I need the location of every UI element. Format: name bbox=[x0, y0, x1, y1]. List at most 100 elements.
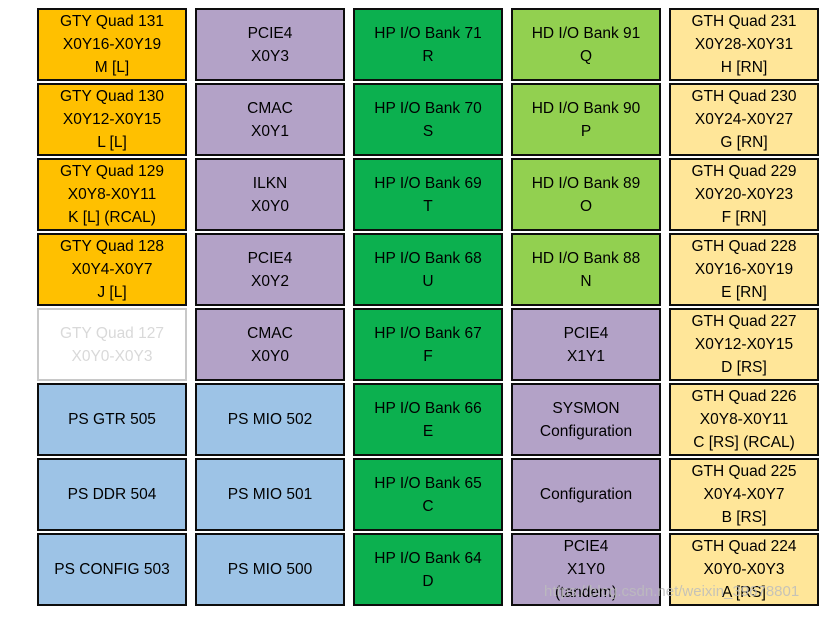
cell-line: M [L] bbox=[94, 59, 130, 76]
cell-line: GTH Quad 229 bbox=[691, 163, 797, 180]
cell-line: S bbox=[422, 122, 434, 140]
cell-line: X0Y0 bbox=[251, 197, 289, 215]
cell-line: GTY Quad 131 bbox=[60, 13, 164, 30]
cell-line: ILKN bbox=[252, 174, 288, 192]
csdn-watermark: https://blog.csdn.net/weixin_39678801 bbox=[544, 583, 800, 600]
cell-gty-quad-129: GTY Quad 129 X0Y8-X0Y11 K [L] (RCAL) bbox=[37, 158, 187, 231]
cell-line: GTH Quad 230 bbox=[691, 88, 797, 105]
cell-line: HD I/O Bank 90 bbox=[531, 99, 641, 117]
cell-line: N bbox=[580, 272, 592, 290]
cell-line: CMAC bbox=[247, 99, 293, 117]
bank-diagram-grid: GTY Quad 131 X0Y16-X0Y19 M [L] GTY Quad 130… bbox=[37, 8, 819, 606]
cell-line: T bbox=[423, 197, 433, 215]
cell-line: X0Y24-X0Y27 bbox=[694, 111, 794, 128]
cell-hp-i-o-bank-70: HP I/O Bank 70 S bbox=[353, 83, 503, 156]
cell-gth-quad-225: GTH Quad 225 X0Y4-X0Y7 B [RS] bbox=[669, 458, 819, 531]
cell-line: E [RN] bbox=[721, 284, 767, 301]
cell-line: HP I/O Bank 71 bbox=[374, 24, 482, 42]
cell-line: PS CONFIG 503 bbox=[54, 561, 170, 578]
cell-line: X0Y0 bbox=[251, 347, 289, 365]
cell-line: (tandem) bbox=[554, 584, 618, 601]
cell-gth-quad-231: GTH Quad 231 X0Y28-X0Y31 H [RN] bbox=[669, 8, 819, 81]
cell-line: GTY Quad 127 bbox=[60, 324, 164, 342]
cell-line: Q bbox=[579, 47, 593, 65]
cell-line: E bbox=[422, 422, 434, 440]
cell-line: PS GTR 505 bbox=[68, 411, 156, 428]
cell-line: X0Y0-X0Y3 bbox=[703, 561, 785, 578]
cell-line: X0Y8-X0Y11 bbox=[699, 411, 789, 428]
cell-line: F [RN] bbox=[721, 209, 767, 226]
cell-hd-i-o-bank-89: HD I/O Bank 89 O bbox=[511, 158, 661, 231]
cell-line: X0Y2 bbox=[251, 272, 289, 290]
cell-pcie4: PCIE4 X1Y0 (tandem) bbox=[511, 533, 661, 606]
cell-gth-quad-229: GTH Quad 229 X0Y20-X0Y23 F [RN] bbox=[669, 158, 819, 231]
cell-hp-i-o-bank-68: HP I/O Bank 68 U bbox=[353, 233, 503, 306]
cell-line: PCIE4 bbox=[563, 538, 609, 555]
cell-line: R bbox=[422, 47, 434, 65]
cell-ilkn: ILKN X0Y0 bbox=[195, 158, 345, 231]
cell-line: U bbox=[422, 272, 434, 290]
cell-line: GTH Quad 228 bbox=[691, 238, 797, 255]
cell-line: K [L] (RCAL) bbox=[68, 209, 156, 226]
cell-line: PS DDR 504 bbox=[67, 486, 157, 503]
cell-hd-i-o-bank-91: HD I/O Bank 91 Q bbox=[511, 8, 661, 81]
cell-gty-quad-127: GTY Quad 127 X0Y0-X0Y3 bbox=[37, 308, 187, 381]
cell-line: HP I/O Bank 68 bbox=[374, 249, 482, 267]
cell-line: GTY Quad 128 bbox=[60, 238, 164, 255]
cell-line: PCIE4 bbox=[247, 24, 293, 42]
cell-line: X0Y1 bbox=[251, 122, 289, 140]
cell-ps-config-503: PS CONFIG 503 bbox=[37, 533, 187, 606]
cell-line: X0Y4-X0Y7 bbox=[71, 261, 153, 278]
cell-ps-mio-502: PS MIO 502 bbox=[195, 383, 345, 456]
cell-ps-mio-501: PS MIO 501 bbox=[195, 458, 345, 531]
cell-line: CMAC bbox=[247, 324, 293, 342]
cell-pcie4: PCIE4 X1Y1 bbox=[511, 308, 661, 381]
cell-line: HD I/O Bank 91 bbox=[531, 24, 641, 42]
cell-line: GTH Quad 231 bbox=[691, 13, 797, 30]
cell-line: X1Y1 bbox=[567, 347, 605, 365]
cell-line: C [RS] (RCAL) bbox=[693, 434, 795, 451]
cell-gth-quad-227: GTH Quad 227 X0Y12-X0Y15 D [RS] bbox=[669, 308, 819, 381]
cell-line: G [RN] bbox=[720, 134, 768, 151]
cell-line: D bbox=[422, 572, 434, 590]
cell-line: GTY Quad 130 bbox=[60, 88, 164, 105]
cell-hp-i-o-bank-66: HP I/O Bank 66 E bbox=[353, 383, 503, 456]
cell-line: L [L] bbox=[97, 134, 127, 151]
cell-line: GTH Quad 226 bbox=[691, 388, 797, 405]
cell-cmac: CMAC X0Y0 bbox=[195, 308, 345, 381]
cell-line: X0Y16-X0Y19 bbox=[694, 261, 794, 278]
cell-line: X0Y0-X0Y3 bbox=[71, 347, 153, 365]
cell-line: X0Y4-X0Y7 bbox=[703, 486, 785, 503]
cell-line: X0Y16-X0Y19 bbox=[62, 36, 162, 53]
cell-gth-quad-226: GTH Quad 226 X0Y8-X0Y11 C [RS] (RCAL) bbox=[669, 383, 819, 456]
cell-line: HD I/O Bank 88 bbox=[531, 249, 641, 267]
cell-hd-i-o-bank-90: HD I/O Bank 90 P bbox=[511, 83, 661, 156]
cell-line: X0Y12-X0Y15 bbox=[62, 111, 162, 128]
cell-gth-quad-230: GTH Quad 230 X0Y24-X0Y27 G [RN] bbox=[669, 83, 819, 156]
cell-line: HP I/O Bank 67 bbox=[374, 324, 482, 342]
cell-line: A [RS] bbox=[722, 584, 766, 601]
cell-line: SYSMON bbox=[552, 399, 620, 417]
cell-line: X0Y8-X0Y11 bbox=[67, 186, 157, 203]
cell-line: HP I/O Bank 64 bbox=[374, 549, 482, 567]
cell-line: H [RN] bbox=[720, 59, 768, 76]
cell-line: HP I/O Bank 70 bbox=[374, 99, 482, 117]
cell-line: O bbox=[579, 197, 593, 215]
cell-hp-i-o-bank-64: HP I/O Bank 64 D bbox=[353, 533, 503, 606]
cell-line: X0Y28-X0Y31 bbox=[694, 36, 794, 53]
cell-gth-quad-228: GTH Quad 228 X0Y16-X0Y19 E [RN] bbox=[669, 233, 819, 306]
cell-configuration: Configuration bbox=[511, 458, 661, 531]
cell-line: HP I/O Bank 65 bbox=[374, 474, 482, 492]
cell-line: HD I/O Bank 89 bbox=[531, 174, 641, 192]
cell-gty-quad-128: GTY Quad 128 X0Y4-X0Y7 J [L] bbox=[37, 233, 187, 306]
cell-gty-quad-131: GTY Quad 131 X0Y16-X0Y19 M [L] bbox=[37, 8, 187, 81]
cell-line: HP I/O Bank 69 bbox=[374, 174, 482, 192]
cell-line: B [RS] bbox=[721, 509, 767, 526]
cell-hp-i-o-bank-65: HP I/O Bank 65 C bbox=[353, 458, 503, 531]
cell-ps-ddr-504: PS DDR 504 bbox=[37, 458, 187, 531]
cell-cmac: CMAC X0Y1 bbox=[195, 83, 345, 156]
cell-line: GTH Quad 225 bbox=[691, 463, 797, 480]
cell-line: P bbox=[580, 122, 592, 140]
cell-line: X0Y3 bbox=[251, 47, 289, 65]
